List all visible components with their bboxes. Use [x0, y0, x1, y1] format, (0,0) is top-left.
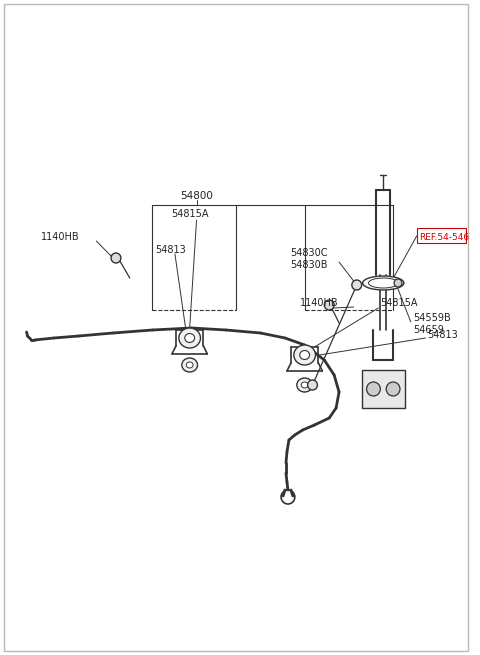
Text: 54815A: 54815A — [171, 209, 208, 219]
Circle shape — [367, 382, 380, 396]
Circle shape — [324, 300, 334, 310]
Ellipse shape — [185, 333, 194, 343]
Bar — [417, 228, 466, 243]
Ellipse shape — [186, 362, 193, 368]
Circle shape — [111, 253, 121, 263]
FancyBboxPatch shape — [4, 4, 468, 651]
Text: 54659: 54659 — [413, 325, 444, 335]
Circle shape — [394, 279, 402, 287]
Bar — [361, 370, 405, 408]
Text: 54830C: 54830C — [290, 248, 327, 258]
Ellipse shape — [182, 358, 198, 372]
Ellipse shape — [301, 382, 308, 388]
Ellipse shape — [369, 278, 398, 288]
Text: 54830B: 54830B — [290, 260, 327, 270]
Text: REF.54-546: REF.54-546 — [419, 233, 469, 242]
Ellipse shape — [294, 345, 315, 365]
Ellipse shape — [362, 276, 404, 290]
Circle shape — [352, 280, 361, 290]
Ellipse shape — [179, 328, 201, 348]
Circle shape — [308, 380, 317, 390]
Text: 1140HB: 1140HB — [300, 298, 338, 308]
Text: 54800: 54800 — [180, 191, 213, 201]
Text: 1140HB: 1140HB — [41, 232, 80, 242]
Text: 54815A: 54815A — [380, 298, 418, 308]
Circle shape — [386, 382, 400, 396]
Text: 54813: 54813 — [155, 245, 186, 255]
Ellipse shape — [297, 378, 312, 392]
Text: 54813: 54813 — [428, 330, 458, 340]
Ellipse shape — [300, 350, 310, 360]
Text: 54559B: 54559B — [413, 313, 451, 323]
